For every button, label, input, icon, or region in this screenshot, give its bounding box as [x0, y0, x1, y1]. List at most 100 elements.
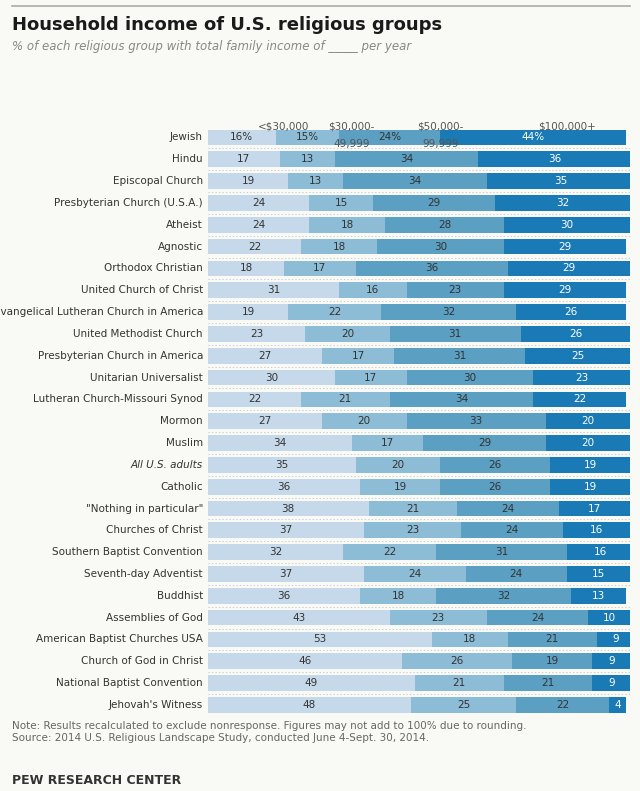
Text: Churches of Christ: Churches of Christ	[106, 525, 203, 536]
Text: 20: 20	[392, 460, 404, 470]
Text: 26: 26	[569, 329, 582, 339]
Text: 21: 21	[339, 395, 352, 404]
Text: 23: 23	[250, 329, 263, 339]
Bar	[546, 414, 630, 429]
Text: 20: 20	[341, 329, 354, 339]
Text: 25: 25	[571, 350, 584, 361]
Text: Hindu: Hindu	[172, 154, 203, 165]
Bar	[208, 282, 339, 298]
Bar	[208, 697, 411, 713]
Text: United Methodist Church: United Methodist Church	[74, 329, 203, 339]
Text: 4: 4	[614, 700, 621, 710]
Text: 32: 32	[497, 591, 510, 601]
Text: 32: 32	[442, 307, 456, 317]
Text: Presbyterian Church in America: Presbyterian Church in America	[38, 350, 203, 361]
Bar	[457, 501, 559, 517]
Bar	[381, 305, 516, 320]
Text: 21: 21	[546, 634, 559, 645]
Bar	[512, 653, 593, 669]
Text: 24: 24	[501, 504, 515, 513]
Text: 28: 28	[438, 220, 451, 229]
Bar	[364, 523, 461, 538]
Text: 26: 26	[488, 482, 502, 492]
Bar	[504, 239, 626, 255]
Text: Presbyterian Church (U.S.A.): Presbyterian Church (U.S.A.)	[54, 198, 203, 208]
Bar	[343, 173, 487, 189]
Bar	[309, 217, 385, 233]
Bar	[508, 631, 596, 647]
Bar	[487, 610, 588, 626]
Text: 29: 29	[558, 241, 572, 252]
Bar	[208, 479, 360, 494]
Bar	[466, 566, 567, 582]
Text: 20: 20	[582, 416, 595, 426]
Text: % of each religious group with total family income of _____ per year: % of each religious group with total fam…	[12, 40, 411, 52]
Text: Buddhist: Buddhist	[157, 591, 203, 601]
Text: 18: 18	[340, 220, 354, 229]
Text: 22: 22	[383, 547, 396, 557]
Bar	[280, 151, 335, 167]
Text: 13: 13	[592, 591, 605, 601]
Text: 27: 27	[259, 416, 271, 426]
Text: 18: 18	[392, 591, 404, 601]
Bar	[403, 653, 512, 669]
Bar	[415, 676, 504, 691]
Bar	[208, 326, 305, 342]
Bar	[288, 305, 381, 320]
Text: 26: 26	[488, 460, 502, 470]
Text: 36: 36	[548, 154, 561, 165]
Bar	[208, 217, 309, 233]
Bar	[516, 697, 609, 713]
Bar	[309, 195, 372, 211]
Text: 19: 19	[241, 176, 255, 186]
Text: Atheist: Atheist	[166, 220, 203, 229]
Text: Episcopal Church: Episcopal Church	[113, 176, 203, 186]
Bar	[440, 479, 550, 494]
Text: 23: 23	[575, 373, 588, 383]
Text: 46: 46	[298, 657, 312, 666]
Bar	[322, 414, 406, 429]
Text: 31: 31	[267, 286, 280, 295]
Text: "Nothing in particular": "Nothing in particular"	[86, 504, 203, 513]
Text: 26: 26	[564, 307, 578, 317]
Text: 20: 20	[582, 438, 595, 448]
Text: 21: 21	[541, 678, 555, 688]
Bar	[504, 282, 626, 298]
Text: 16: 16	[366, 286, 380, 295]
Bar	[208, 501, 369, 517]
Text: 43: 43	[292, 613, 305, 623]
Text: 49,999: 49,999	[333, 138, 370, 149]
Text: 44%: 44%	[522, 132, 545, 142]
Text: PEW RESEARCH CENTER: PEW RESEARCH CENTER	[12, 774, 180, 786]
Bar	[559, 501, 630, 517]
Text: 27: 27	[259, 350, 271, 361]
Text: 35: 35	[275, 460, 289, 470]
Text: Agnostic: Agnostic	[157, 241, 203, 252]
Bar	[436, 544, 567, 560]
Text: 13: 13	[309, 176, 323, 186]
Bar	[406, 369, 533, 385]
Text: 22: 22	[573, 395, 586, 404]
Bar	[208, 414, 322, 429]
Bar	[356, 457, 440, 473]
Bar	[406, 282, 504, 298]
Text: Note: Results recalculated to exclude nonresponse. Figures may not add to 100% d: Note: Results recalculated to exclude no…	[12, 721, 526, 743]
Bar	[339, 282, 406, 298]
Text: 22: 22	[556, 700, 570, 710]
Bar	[208, 260, 284, 276]
Text: 34: 34	[408, 176, 422, 186]
Text: 99,999: 99,999	[422, 138, 459, 149]
Bar	[563, 523, 630, 538]
Text: 24: 24	[509, 569, 523, 579]
Text: Unitarian Universalist: Unitarian Universalist	[90, 373, 203, 383]
Text: 29: 29	[478, 438, 492, 448]
Text: 24: 24	[252, 220, 266, 229]
Text: 16: 16	[590, 525, 604, 536]
Text: All U.S. adults: All U.S. adults	[131, 460, 203, 470]
Text: 37: 37	[280, 525, 292, 536]
Text: $50,000-: $50,000-	[417, 121, 463, 131]
Bar	[351, 435, 424, 451]
Bar	[335, 151, 478, 167]
Text: 37: 37	[280, 569, 292, 579]
Text: 23: 23	[449, 286, 461, 295]
